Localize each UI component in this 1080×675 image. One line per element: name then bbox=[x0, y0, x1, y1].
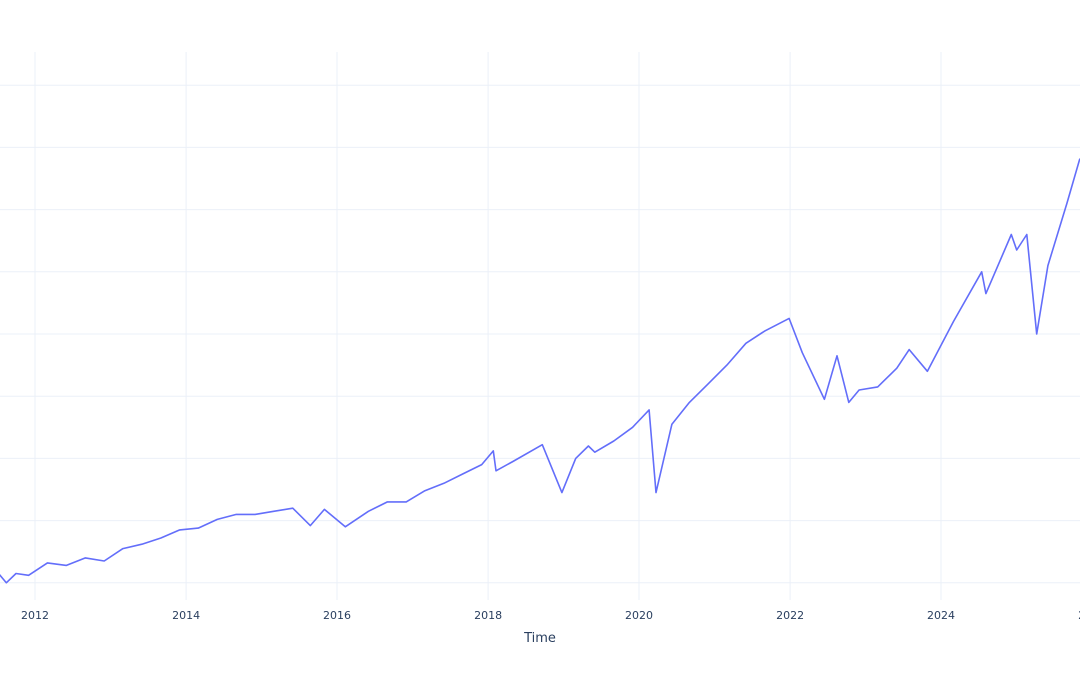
x-tick-label: 2014 bbox=[172, 609, 200, 622]
series-line bbox=[0, 157, 1080, 584]
x-tick-label: 2012 bbox=[21, 609, 49, 622]
x-tick-label: 2020 bbox=[625, 609, 653, 622]
x-axis-ticks: 2012 2014 2016 2018 2020 2022 2024 2026 bbox=[21, 609, 1080, 622]
gridlines bbox=[0, 52, 1080, 600]
series-layer bbox=[0, 157, 1080, 584]
x-tick-label: 2026 bbox=[1078, 609, 1080, 622]
x-tick-label: 2024 bbox=[927, 609, 955, 622]
x-tick-label: 2022 bbox=[776, 609, 804, 622]
x-tick-label: 2016 bbox=[323, 609, 351, 622]
x-tick-label: 2018 bbox=[474, 609, 502, 622]
x-axis-title: Time bbox=[523, 631, 556, 646]
